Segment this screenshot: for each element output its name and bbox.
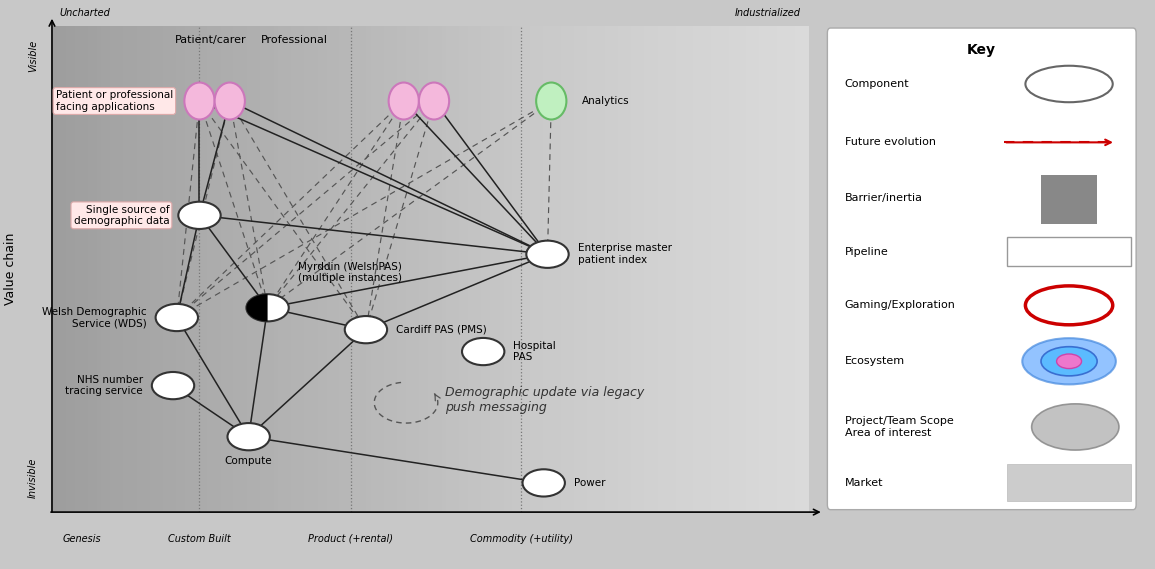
Ellipse shape (185, 83, 215, 119)
Ellipse shape (462, 338, 505, 365)
Wedge shape (246, 294, 268, 321)
Text: Power: Power (574, 478, 605, 488)
Text: Hospital
PAS: Hospital PAS (514, 341, 557, 362)
Ellipse shape (1022, 338, 1116, 385)
Text: Custom Built: Custom Built (169, 534, 231, 544)
Text: Key: Key (967, 43, 997, 57)
Ellipse shape (178, 202, 221, 229)
Ellipse shape (1026, 286, 1112, 325)
Text: Single source of
demographic data: Single source of demographic data (74, 204, 170, 226)
Text: Demographic update via legacy
push messaging: Demographic update via legacy push messa… (446, 386, 644, 414)
Text: Welsh Demographic
Service (WDS): Welsh Demographic Service (WDS) (42, 307, 147, 328)
Ellipse shape (246, 294, 289, 321)
Text: Ecosystem: Ecosystem (844, 356, 904, 366)
Ellipse shape (536, 83, 566, 119)
Ellipse shape (419, 83, 449, 119)
Ellipse shape (522, 469, 565, 497)
Text: Component: Component (844, 79, 909, 89)
Text: Project/Team Scope
Area of interest: Project/Team Scope Area of interest (844, 416, 953, 438)
Text: Uncharted: Uncharted (60, 9, 111, 18)
Text: NHS number
tracing service: NHS number tracing service (65, 375, 143, 397)
Text: Gaming/Exploration: Gaming/Exploration (844, 300, 955, 310)
Ellipse shape (228, 423, 270, 450)
Ellipse shape (527, 241, 568, 268)
Text: Visible: Visible (28, 40, 38, 72)
Ellipse shape (151, 372, 194, 399)
Ellipse shape (156, 304, 198, 331)
Text: Genesis: Genesis (62, 534, 102, 544)
Text: Industrialized: Industrialized (735, 9, 800, 18)
FancyBboxPatch shape (1007, 237, 1132, 266)
Text: Value chain: Value chain (3, 233, 17, 305)
Text: Compute: Compute (225, 456, 273, 466)
Ellipse shape (388, 83, 419, 119)
FancyBboxPatch shape (1041, 175, 1097, 224)
Text: Analytics: Analytics (582, 96, 629, 106)
Text: Commodity (+utility): Commodity (+utility) (470, 534, 573, 544)
Ellipse shape (1026, 66, 1112, 102)
Text: Future evolution: Future evolution (844, 137, 936, 147)
Text: Market: Market (844, 478, 884, 488)
Text: Patient or professional
facing applications: Patient or professional facing applicati… (55, 90, 173, 112)
Text: Myrddin (WelshPAS)
(multiple instances): Myrddin (WelshPAS) (multiple instances) (298, 262, 402, 283)
Text: Invisible: Invisible (28, 457, 38, 497)
Text: Professional: Professional (261, 35, 328, 45)
FancyBboxPatch shape (1007, 464, 1132, 501)
Text: Product (+rental): Product (+rental) (308, 534, 394, 544)
Ellipse shape (344, 316, 387, 343)
Text: Pipeline: Pipeline (844, 247, 888, 257)
Text: Barrier/inertia: Barrier/inertia (844, 193, 923, 203)
Ellipse shape (1057, 354, 1081, 369)
Text: Cardiff PAS (PMS): Cardiff PAS (PMS) (396, 325, 487, 335)
Ellipse shape (215, 83, 245, 119)
Ellipse shape (1041, 347, 1097, 376)
Text: Patient/carer: Patient/carer (176, 35, 247, 45)
Text: Enterprise master
patient index: Enterprise master patient index (578, 244, 672, 265)
FancyBboxPatch shape (827, 28, 1137, 510)
Ellipse shape (1031, 404, 1119, 450)
